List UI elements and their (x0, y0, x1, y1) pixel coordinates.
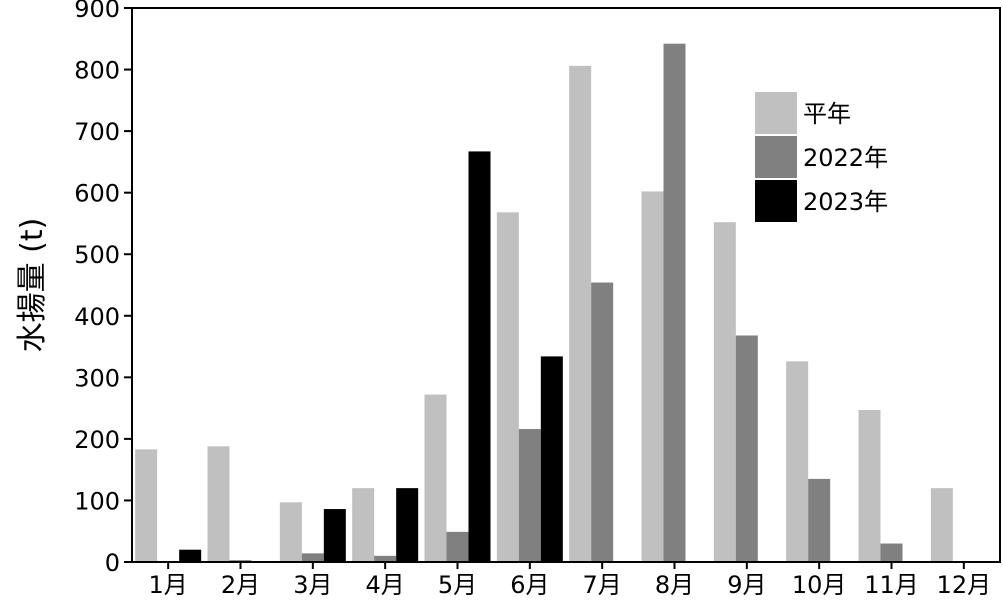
x-tick-label: 10月 (792, 571, 847, 599)
x-tick-label: 6月 (510, 571, 549, 599)
bar-1-8 (641, 191, 664, 562)
bars-layer (135, 43, 953, 563)
x-tick-label: 1月 (149, 571, 188, 599)
bar-1-1 (135, 449, 158, 562)
legend: 平年 2022年 2023年 (755, 92, 888, 222)
bar-1-11 (858, 409, 881, 562)
y-tick-label: 500 (74, 241, 120, 269)
y-tick-label: 0 (105, 549, 120, 577)
x-tick-label: 4月 (366, 571, 405, 599)
bar-3-5 (468, 151, 491, 563)
legend-label: 平年 (803, 100, 851, 128)
plot-frame (131, 7, 1001, 563)
bar-3-4 (396, 488, 419, 562)
y-tick-label: 700 (74, 118, 120, 146)
bar-3-3 (323, 509, 346, 562)
x-tick-label: 5月 (438, 571, 477, 599)
bar-2-4 (374, 555, 397, 562)
y-tick-label: 800 (74, 57, 120, 85)
x-tick-label: 12月 (937, 571, 992, 599)
bar-1-3 (279, 502, 302, 562)
y-tick-label: 200 (74, 426, 120, 454)
x-tick-label: 2月 (221, 571, 260, 599)
x-axis: 1月 2月 3月 4月 5月 6月 7月 8月 9月 10月 11月 12月 (149, 562, 992, 599)
bar-1-7 (569, 65, 592, 563)
bar-2-9 (735, 335, 758, 562)
y-axis-label: 水揚量 (t) (15, 218, 50, 353)
bar-1-5 (424, 394, 447, 562)
legend-label: 2023年 (803, 188, 888, 216)
bar-1-6 (496, 212, 519, 563)
y-tick-label: 300 (74, 364, 120, 392)
bar-3-6 (540, 356, 563, 562)
x-tick-label: 8月 (655, 571, 694, 599)
bar-2-8 (663, 43, 686, 562)
bar-2-6 (518, 429, 541, 562)
y-tick-label: 900 (74, 0, 120, 23)
bar-2-3 (301, 553, 324, 562)
y-tick-label: 400 (74, 303, 120, 331)
x-tick-label: 11月 (864, 571, 919, 599)
y-tick-label: 600 (74, 180, 120, 208)
x-tick-label: 9月 (727, 571, 766, 599)
bar-2-5 (446, 531, 469, 562)
legend-swatch (755, 136, 797, 178)
legend-swatch (755, 92, 797, 134)
bar-2-10 (808, 478, 831, 562)
bar-1-12 (930, 488, 953, 562)
legend-label: 2022年 (803, 144, 888, 172)
bar-2-11 (880, 543, 903, 562)
y-tick-label: 100 (74, 487, 120, 515)
bar-1-4 (352, 488, 375, 562)
legend-swatch (755, 180, 797, 222)
bar-3-1 (179, 549, 202, 562)
bar-1-2 (207, 446, 230, 562)
bar-2-7 (591, 282, 614, 562)
bar-1-10 (786, 361, 809, 562)
bar-1-9 (713, 222, 736, 562)
x-tick-label: 7月 (583, 571, 622, 599)
y-axis: 0 100 200 300 400 500 600 700 800 900 (74, 0, 132, 577)
x-tick-label: 3月 (293, 571, 332, 599)
